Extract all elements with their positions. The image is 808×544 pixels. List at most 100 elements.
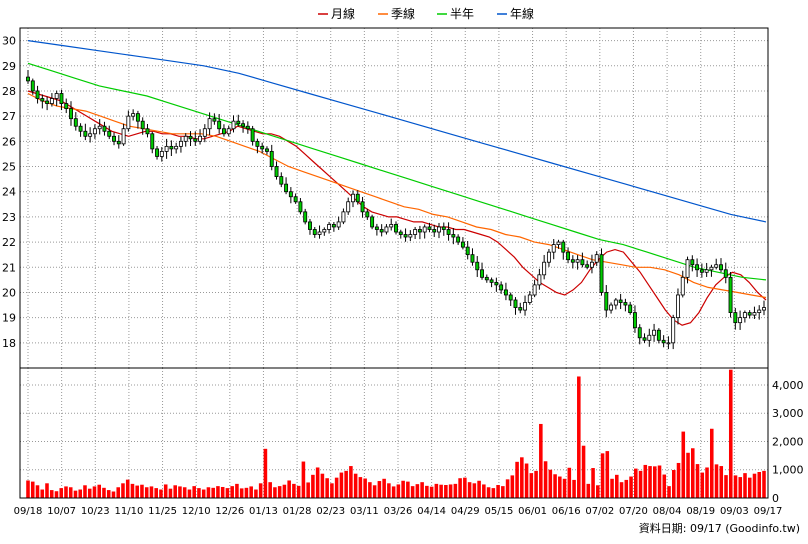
- volume-bar-97: [486, 487, 491, 498]
- candle-body-99: [499, 284, 504, 291]
- volume-bar-113: [562, 478, 567, 498]
- volume-bar-77: [391, 486, 396, 498]
- volume-tick-3: 3,000: [772, 407, 804, 420]
- candle-body-14: [92, 128, 97, 135]
- candle-body-58: [303, 211, 308, 223]
- volume-bar-61: [315, 467, 320, 498]
- volume-bar-7: [59, 488, 64, 498]
- legend-label-2: 半年: [450, 7, 474, 21]
- volume-bar-56: [292, 483, 296, 498]
- candle-body-62: [322, 229, 327, 233]
- volume-bar-151: [743, 473, 747, 498]
- volume-bar-59: [306, 482, 310, 498]
- candle-body-90: [456, 236, 461, 243]
- volume-bar-5: [49, 490, 54, 498]
- price-grid: [20, 28, 769, 368]
- candle-body-23: [135, 113, 140, 122]
- volume-bar-84: [425, 485, 429, 498]
- volume-bar-153: [752, 473, 757, 498]
- chart-legend: 月線 季線 半年 年線: [318, 6, 534, 21]
- x-tick-0: 09/18: [14, 506, 43, 517]
- price-tick-20: 20: [2, 286, 16, 299]
- candle-body-4: [45, 100, 50, 104]
- candle-body-109: [546, 251, 551, 263]
- candle-body-30: [169, 145, 174, 150]
- candle-body-28: [159, 151, 164, 157]
- candle-body-91: [460, 241, 465, 248]
- volume-bar-13: [87, 488, 92, 498]
- x-axis-ticks: 09/18 10/07 10/23 11/10 11/25 12/10 12/26 01/13…: [14, 506, 783, 517]
- candle-body-70: [360, 201, 365, 213]
- volume-bar-102: [510, 475, 515, 498]
- volume-bar-35: [192, 486, 196, 498]
- candle-body-130: [647, 334, 652, 341]
- volume-bar-67: [344, 470, 348, 498]
- legend-label-3: 年線: [510, 6, 534, 21]
- candle-body-118: [589, 261, 594, 268]
- volume-bar-27: [154, 488, 158, 498]
- candle-body-85: [432, 229, 437, 233]
- volume-bar-19: [116, 487, 120, 498]
- volume-bar-128: [634, 468, 638, 498]
- candle-body-114: [570, 259, 575, 263]
- volume-bar-121: [600, 453, 605, 498]
- candle-body-13: [88, 133, 93, 137]
- candlesticks: [26, 69, 766, 350]
- price-tick-30: 30: [2, 35, 16, 48]
- volume-bar-140: [690, 448, 695, 498]
- volume-bar-106: [529, 473, 534, 498]
- volume-bar-50: [263, 448, 268, 498]
- volume-bar-134: [662, 474, 667, 498]
- candle-body-35: [193, 138, 198, 142]
- candle-body-142: [704, 269, 709, 273]
- volume-bar-76: [387, 483, 391, 498]
- candle-body-113: [566, 251, 571, 261]
- volume-bar-100: [501, 486, 505, 498]
- candle-body-69: [355, 193, 360, 203]
- candle-body-80: [408, 234, 413, 238]
- candle-body-150: [742, 312, 747, 319]
- candle-body-141: [699, 269, 704, 273]
- candle-body-1: [30, 80, 35, 92]
- x-tick-1: 10/07: [47, 506, 76, 517]
- volume-bar-116: [577, 376, 581, 498]
- volume-bar-109: [543, 461, 548, 498]
- candle-body-15: [97, 125, 102, 130]
- candle-body-64: [331, 224, 336, 228]
- volume-bar-33: [182, 487, 187, 498]
- volume-bar-91: [458, 478, 462, 498]
- candle-body-77: [394, 224, 398, 233]
- candle-body-110: [551, 244, 556, 253]
- candle-body-61: [317, 231, 322, 235]
- volume-bar-83: [420, 482, 424, 498]
- candle-body-135: [671, 317, 676, 344]
- candle-body-89: [451, 234, 456, 238]
- volume-bar-118: [586, 483, 591, 498]
- price-tick-25: 25: [2, 161, 16, 174]
- ma240-line: [27, 40, 767, 223]
- price-tick-21: 21: [2, 261, 16, 274]
- volume-bar-155: [762, 470, 766, 498]
- candle-body-132: [656, 329, 661, 341]
- volume-bar-23: [135, 485, 139, 498]
- price-tick-18: 18: [2, 337, 16, 350]
- candle-body-92: [465, 246, 470, 256]
- volume-bar-154: [757, 472, 762, 498]
- x-tick-19: 08/04: [653, 506, 682, 517]
- volume-bar-71: [363, 478, 367, 498]
- volume-plot-frame: [19, 367, 769, 499]
- volume-bar-25: [144, 487, 149, 498]
- candle-body-98: [494, 281, 499, 286]
- price-tick-23: 23: [2, 211, 16, 224]
- price-tick-22: 22: [2, 236, 16, 249]
- candle-body-43: [231, 120, 236, 130]
- volume-bar-31: [173, 485, 177, 498]
- candle-body-96: [484, 276, 489, 281]
- candle-body-138: [685, 259, 690, 278]
- volume-bar-53: [277, 486, 282, 498]
- candle-body-53: [279, 176, 284, 185]
- x-tick-16: 06/16: [552, 506, 581, 517]
- candle-body-72: [370, 216, 375, 228]
- volume-bar-139: [686, 452, 690, 498]
